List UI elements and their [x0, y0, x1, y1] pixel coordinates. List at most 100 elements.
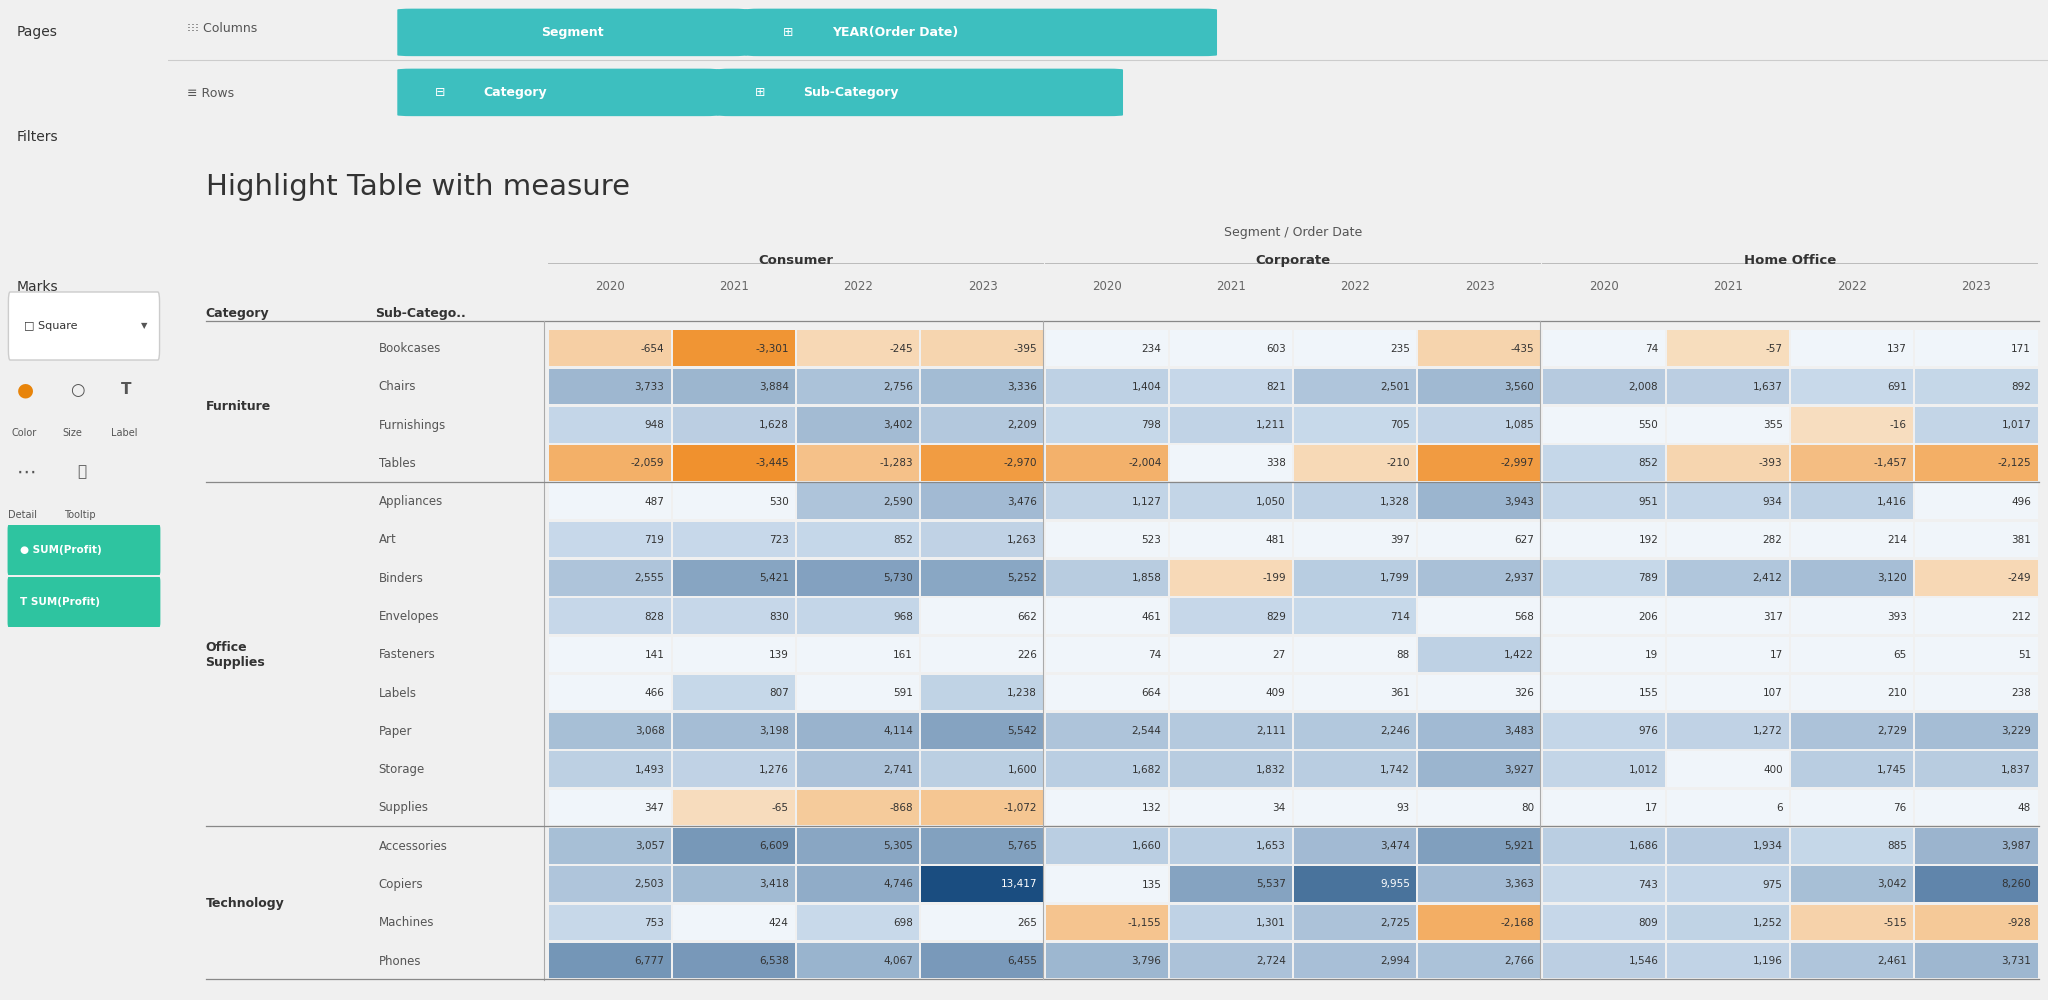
Text: 1,272: 1,272	[1753, 726, 1782, 736]
Bar	[1915, 943, 2038, 978]
Text: T: T	[121, 382, 131, 397]
Text: Tooltip: Tooltip	[63, 510, 96, 520]
Text: 1,832: 1,832	[1255, 765, 1286, 775]
Text: Chairs: Chairs	[379, 380, 416, 393]
Text: 1,050: 1,050	[1255, 497, 1286, 507]
Text: Furniture: Furniture	[205, 400, 270, 413]
Text: 3,418: 3,418	[760, 880, 788, 890]
Text: 3,363: 3,363	[1503, 880, 1534, 890]
Bar	[797, 598, 920, 634]
Text: 461: 461	[1141, 612, 1161, 622]
Text: 2022: 2022	[844, 280, 872, 293]
Text: 828: 828	[645, 612, 664, 622]
FancyBboxPatch shape	[397, 9, 748, 56]
Bar	[1792, 751, 1913, 787]
Text: -395: -395	[1014, 344, 1036, 354]
Text: 4,746: 4,746	[883, 880, 913, 890]
Bar	[922, 598, 1044, 634]
Bar	[549, 522, 672, 557]
Bar	[1792, 483, 1913, 519]
Text: 48: 48	[2017, 803, 2032, 813]
Text: 3,057: 3,057	[635, 841, 664, 851]
Text: 3,120: 3,120	[1878, 573, 1907, 583]
Text: 664: 664	[1141, 688, 1161, 698]
Text: Bookcases: Bookcases	[379, 342, 440, 355]
Text: 3,474: 3,474	[1380, 841, 1409, 851]
Text: -1,072: -1,072	[1004, 803, 1036, 813]
Bar	[922, 790, 1044, 825]
Text: -3,301: -3,301	[756, 344, 788, 354]
Bar	[922, 560, 1044, 596]
Bar	[549, 598, 672, 634]
Text: 397: 397	[1391, 535, 1409, 545]
Bar	[549, 407, 672, 443]
Text: ⊟: ⊟	[434, 86, 444, 99]
Text: 892: 892	[2011, 382, 2032, 392]
Text: 885: 885	[1886, 841, 1907, 851]
Bar	[1667, 943, 1790, 978]
Text: 1,682: 1,682	[1130, 765, 1161, 775]
Bar	[674, 407, 795, 443]
Text: ●: ●	[16, 380, 35, 399]
Text: 1,416: 1,416	[1876, 497, 1907, 507]
Text: 1,211: 1,211	[1255, 420, 1286, 430]
Bar	[1294, 675, 1417, 710]
Text: -1,457: -1,457	[1874, 458, 1907, 468]
Bar	[1169, 790, 1292, 825]
Text: 1,858: 1,858	[1130, 573, 1161, 583]
Text: 2023: 2023	[1962, 280, 1991, 293]
Bar	[1792, 522, 1913, 557]
Bar	[674, 445, 795, 481]
Text: ⧉: ⧉	[78, 464, 86, 480]
Text: Pages: Pages	[16, 25, 57, 39]
Text: 1,276: 1,276	[760, 765, 788, 775]
Text: 5,765: 5,765	[1008, 841, 1036, 851]
Text: Technology: Technology	[205, 897, 285, 910]
Text: 1,404: 1,404	[1133, 382, 1161, 392]
Bar	[1542, 637, 1665, 672]
Text: 1,493: 1,493	[635, 765, 664, 775]
Text: 968: 968	[893, 612, 913, 622]
Text: 719: 719	[645, 535, 664, 545]
Text: Marks: Marks	[16, 280, 59, 294]
Bar	[1915, 598, 2038, 634]
Bar	[549, 751, 672, 787]
Text: 2,461: 2,461	[1876, 956, 1907, 966]
Text: 3,198: 3,198	[760, 726, 788, 736]
Text: 6,538: 6,538	[760, 956, 788, 966]
Text: Fasteners: Fasteners	[379, 648, 436, 661]
Bar	[549, 866, 672, 902]
Text: 1,301: 1,301	[1255, 918, 1286, 928]
Text: Phones: Phones	[379, 955, 422, 968]
Bar	[797, 369, 920, 404]
FancyBboxPatch shape	[8, 525, 160, 575]
FancyBboxPatch shape	[745, 9, 1217, 56]
Bar	[1169, 445, 1292, 481]
Text: ⊞: ⊞	[754, 86, 766, 99]
Bar	[1047, 369, 1167, 404]
Text: 1,837: 1,837	[2001, 765, 2032, 775]
Bar	[1419, 407, 1540, 443]
Bar	[674, 905, 795, 940]
Bar	[1047, 790, 1167, 825]
Bar	[1792, 560, 1913, 596]
Text: 347: 347	[645, 803, 664, 813]
Text: 5,421: 5,421	[760, 573, 788, 583]
Text: Furnishings: Furnishings	[379, 419, 446, 432]
Text: YEAR(Order Date): YEAR(Order Date)	[831, 26, 958, 39]
Text: 400: 400	[1763, 765, 1782, 775]
Bar	[549, 713, 672, 749]
Text: 2,724: 2,724	[1255, 956, 1286, 966]
Text: 4,114: 4,114	[883, 726, 913, 736]
Text: 27: 27	[1272, 650, 1286, 660]
Text: 1,263: 1,263	[1008, 535, 1036, 545]
Bar	[1419, 330, 1540, 366]
Bar	[1915, 445, 2038, 481]
Text: 1,660: 1,660	[1133, 841, 1161, 851]
Text: 1,745: 1,745	[1876, 765, 1907, 775]
Bar	[1047, 713, 1167, 749]
Bar	[1294, 598, 1417, 634]
Bar	[674, 790, 795, 825]
Bar	[1915, 828, 2038, 864]
Bar	[797, 560, 920, 596]
